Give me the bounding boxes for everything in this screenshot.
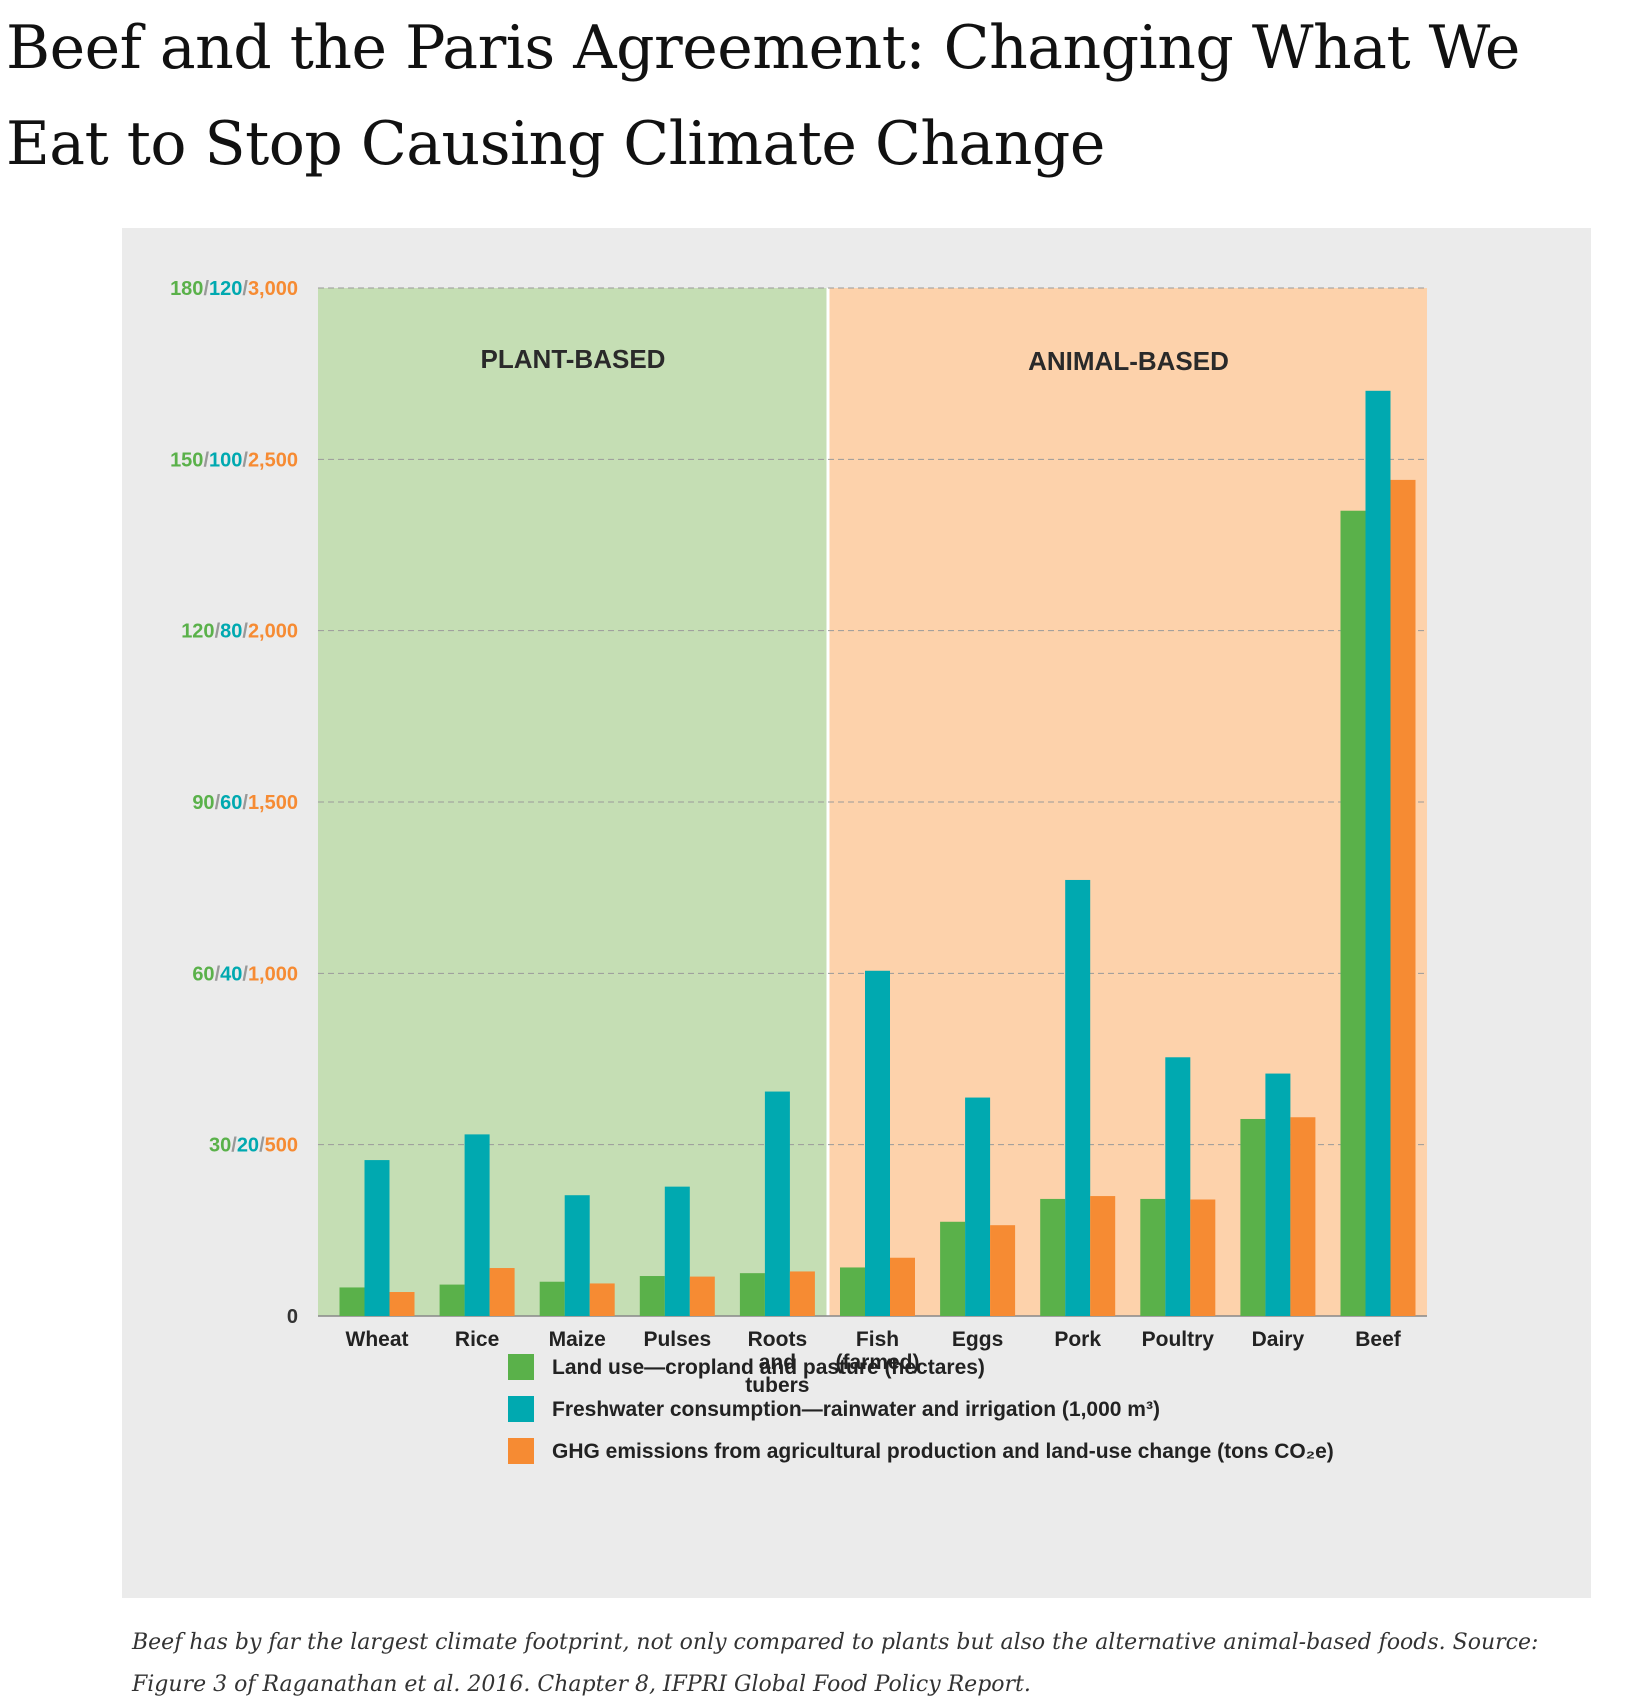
bar [1165, 1057, 1191, 1316]
legend-label: GHG emissions from agricultural producti… [552, 1440, 1334, 1463]
bar [739, 1273, 765, 1316]
category-label: Fish (farmed) [835, 1328, 919, 1374]
bar [1390, 479, 1416, 1316]
bar [1090, 1196, 1116, 1316]
bar [1365, 390, 1391, 1316]
bar [1040, 1198, 1066, 1316]
category-label: Dairy [1252, 1328, 1305, 1351]
bar [539, 1281, 565, 1316]
bar [339, 1287, 365, 1316]
bar [689, 1276, 715, 1316]
animal-based-label: ANIMAL-BASED [1028, 346, 1229, 376]
category-label: Wheat [346, 1328, 409, 1351]
bar [1340, 510, 1366, 1316]
animal-based-region [828, 288, 1427, 1316]
y-tick-label: 150/100/2,500 [170, 449, 298, 471]
bar [1265, 1073, 1291, 1316]
y-tick-label: 30/20/500 [209, 1135, 298, 1157]
legend-label: Land use—cropland and pasture (hectares) [552, 1356, 985, 1379]
y-tick-label: 120/80/2,000 [181, 621, 298, 643]
bar [439, 1284, 465, 1316]
category-label: Maize [549, 1328, 606, 1351]
bar [764, 1091, 790, 1316]
bar [1065, 879, 1091, 1316]
category-label: Pork [1054, 1328, 1101, 1351]
bar-chart: 0 30/20/500 60/40/1,000 90/60/1,500 120/80/2… [170, 278, 1427, 1464]
article-title: Beef and the Paris Agreement: Changing W… [6, 13, 1520, 179]
plant-based-label: PLANT-BASED [481, 344, 666, 374]
legend-swatch [508, 1438, 534, 1464]
legend-label: Freshwater consumption—rainwater and irr… [552, 1398, 1160, 1421]
y-tick-label: 0 [287, 1306, 298, 1328]
bar [890, 1257, 915, 1316]
category-label: Eggs [952, 1328, 1003, 1351]
bar [965, 1097, 991, 1316]
bar [865, 970, 890, 1316]
bar [840, 1267, 865, 1316]
y-tick-label: 180/120/3,000 [170, 278, 298, 300]
bar [389, 1292, 415, 1316]
category-label: Pulses [643, 1328, 711, 1351]
bar [489, 1268, 515, 1316]
category-label: Beef [1355, 1328, 1402, 1351]
chart-figure: 0 30/20/500 60/40/1,000 90/60/1,500 120/80/2… [122, 228, 1591, 1598]
bar [639, 1276, 665, 1316]
bar [464, 1134, 490, 1316]
category-label: Rice [455, 1328, 499, 1351]
figure-caption: Beef has by far the largest climate foot… [132, 1630, 1539, 1697]
bar [664, 1186, 690, 1316]
bar [789, 1271, 815, 1316]
bar [364, 1160, 390, 1316]
bar [1140, 1198, 1166, 1316]
bar [589, 1283, 615, 1316]
bar [990, 1225, 1016, 1316]
legend-swatch [508, 1354, 534, 1380]
y-tick-label: 90/60/1,500 [192, 792, 298, 814]
bar [1290, 1117, 1316, 1316]
bar [1190, 1199, 1216, 1316]
legend-swatch [508, 1396, 534, 1422]
category-label: Poultry [1142, 1328, 1215, 1351]
bar [1240, 1118, 1266, 1316]
y-tick-label: 60/40/1,000 [192, 963, 298, 985]
category-label: Roots and tubers [745, 1328, 809, 1397]
bar [564, 1195, 590, 1316]
bar [940, 1221, 966, 1316]
